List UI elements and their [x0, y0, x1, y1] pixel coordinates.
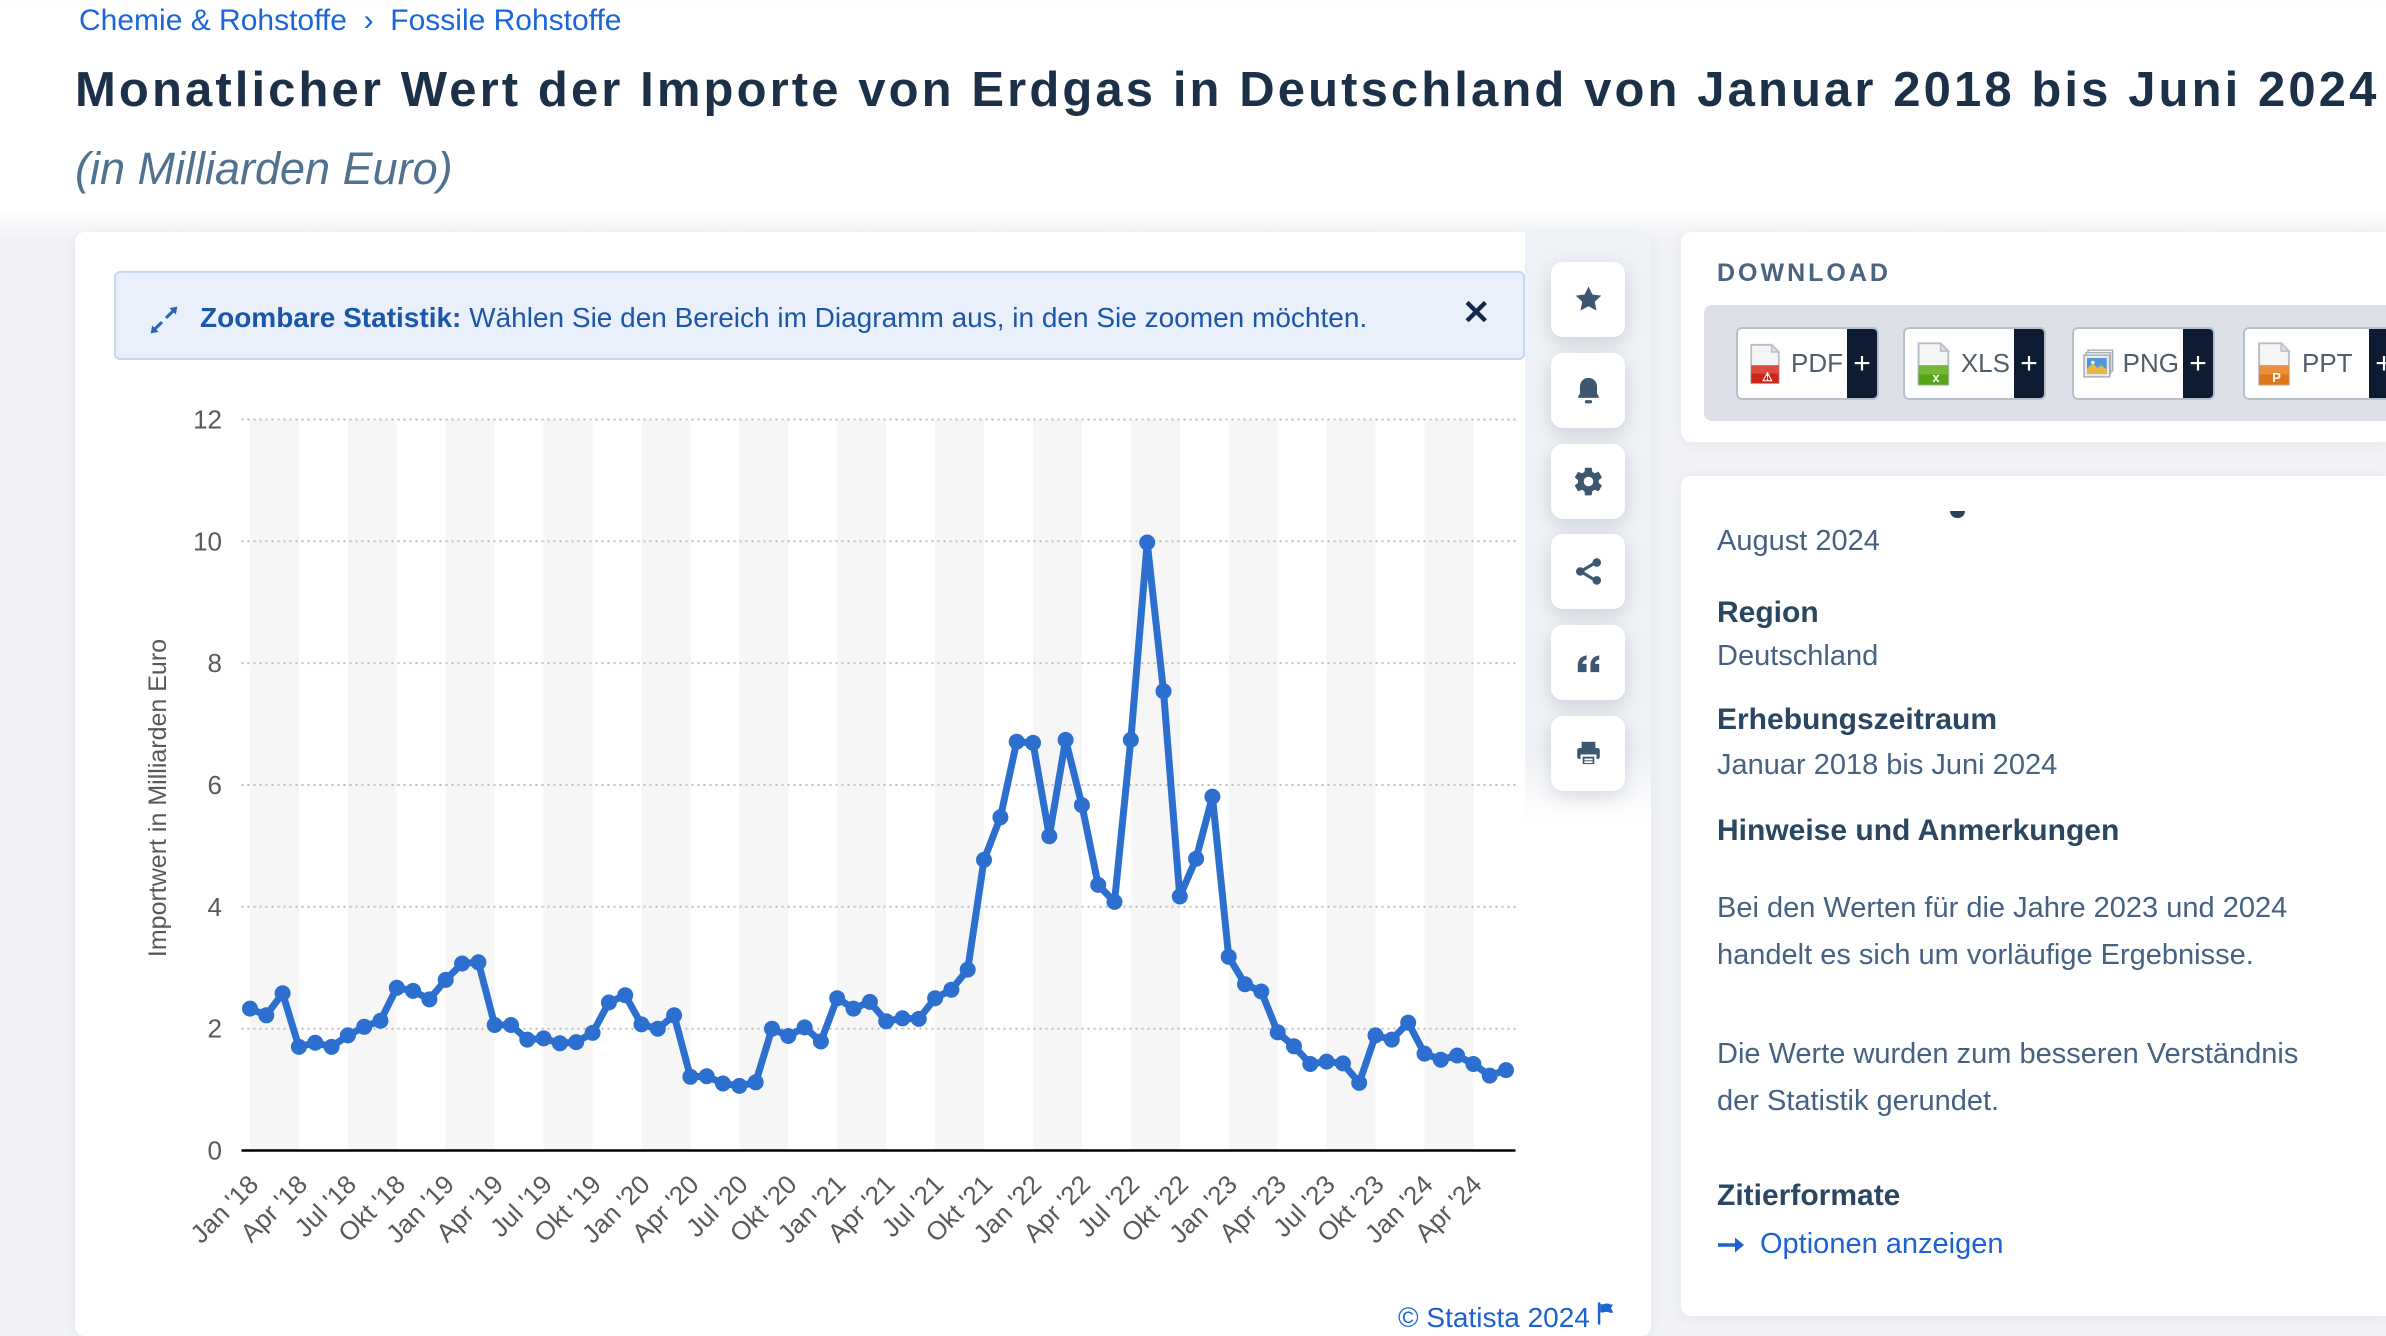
- svg-text:⚠: ⚠: [1762, 369, 1773, 383]
- svg-text:P: P: [2272, 370, 2281, 385]
- svg-text:0: 0: [208, 1136, 222, 1166]
- svg-text:x: x: [1932, 370, 1940, 385]
- svg-text:12: 12: [193, 405, 222, 435]
- svg-text:4: 4: [208, 892, 222, 922]
- svg-text:10: 10: [193, 526, 222, 556]
- svg-text:Importwert in Milliarden Euro: Importwert in Milliarden Euro: [144, 639, 172, 957]
- svg-text:6: 6: [208, 770, 222, 800]
- svg-text:2: 2: [208, 1014, 222, 1044]
- svg-text:8: 8: [208, 648, 222, 678]
